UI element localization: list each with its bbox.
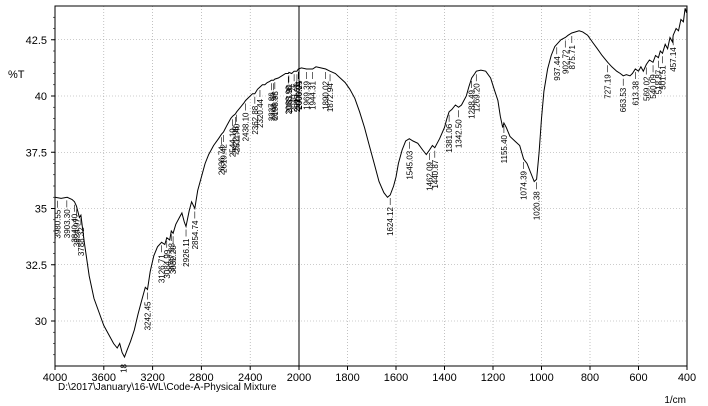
peak-label: 3032.20 xyxy=(169,245,178,274)
peak-label: 3980.55 xyxy=(53,209,62,238)
peak-label: 2544.19 xyxy=(229,128,238,157)
peak-label: 457.14 xyxy=(669,47,678,72)
x-axis-unit-label: 1/cm xyxy=(664,395,686,406)
peak-label: 902.72 xyxy=(561,49,570,74)
peak-label: 1545.03 xyxy=(405,150,414,179)
x-tick-label: 1000 xyxy=(529,372,553,384)
x-tick-label: 4000 xyxy=(43,372,67,384)
peak-label: 2636.74 xyxy=(217,146,226,175)
peak-label: 501.51 xyxy=(659,65,668,90)
peak-label: 2040.76 xyxy=(290,83,299,112)
peak-label: 2227.86 xyxy=(267,92,276,121)
peak-label: 1462.09 xyxy=(425,161,434,190)
peak-label: 2619.42 xyxy=(219,143,228,172)
peak-label: 3126.71 xyxy=(158,254,167,283)
y-tick-label: 32.5 xyxy=(26,260,47,272)
x-tick-label: 1800 xyxy=(335,372,359,384)
peak-label: 2854.74 xyxy=(191,220,200,249)
peak-label: 1288.49 xyxy=(468,89,477,118)
peak-label: 1944.31 xyxy=(309,80,318,109)
peak-label: 569.02 xyxy=(642,76,651,101)
peak-label: 2017.61 xyxy=(293,83,302,112)
y-tick-label: 35 xyxy=(35,204,47,216)
peak-label: 1020.38 xyxy=(533,191,542,220)
peak-label: 2000.25 xyxy=(295,80,304,109)
peak-label: 1269.20 xyxy=(472,83,481,112)
peak-label: 2198.93 xyxy=(271,91,280,120)
peak-label: 2006.04 xyxy=(294,80,303,109)
peak-label: 2511.40 xyxy=(233,123,242,152)
peak-label: 2438.10 xyxy=(242,112,251,141)
x-tick-label: 3200 xyxy=(140,372,164,384)
peak-label: 518.87 xyxy=(654,69,663,94)
file-path-caption: D:\2017\January\16-WL\Code-A-Physical Mi… xyxy=(58,382,277,393)
peak-label: 1342.50 xyxy=(455,119,464,148)
y-tick-label: 40 xyxy=(35,91,47,103)
peak-label: 727.19 xyxy=(604,74,613,99)
y-tick-label: 30 xyxy=(35,316,47,328)
peak-label: 540.09 xyxy=(649,74,658,99)
x-tick-label: 2400 xyxy=(238,372,262,384)
y-tick-label: 42.5 xyxy=(26,35,47,47)
peak-label: 2522.98 xyxy=(231,125,240,154)
peak-label: 2320.44 xyxy=(256,98,265,127)
y-axis-label: %T xyxy=(8,69,25,81)
peak-label: 2362.88 xyxy=(251,105,260,134)
peak-label: 1381.06 xyxy=(445,123,454,152)
series xyxy=(54,5,688,359)
peak-label: 613.38 xyxy=(631,80,640,105)
x-tick-label: 600 xyxy=(629,372,647,384)
peak-label: 875.71 xyxy=(568,44,577,69)
axes: 4000 3600 3200 2800 2400 2000 1800 1600 1400 1200… xyxy=(26,5,696,384)
peak-label: 663.53 xyxy=(619,87,628,112)
peak-label: 1969.39 xyxy=(303,80,312,109)
x-tick-label: 2800 xyxy=(189,372,213,384)
x-tick-label: 800 xyxy=(581,372,599,384)
x-tick-label: 1400 xyxy=(432,372,456,384)
peak-label: 1624.12 xyxy=(386,206,395,235)
peak-label: 1872.94 xyxy=(326,83,335,112)
peak-label: 2088.98 xyxy=(284,85,293,114)
peak-label-partial: 18 xyxy=(119,363,128,372)
peak-label: 2926.11 xyxy=(182,238,191,267)
grid xyxy=(55,6,687,366)
x-tick-label: 3600 xyxy=(92,372,116,384)
peak-label: 937.44 xyxy=(553,56,562,81)
peak-label: 1155.40 xyxy=(500,134,509,163)
peak-label: 2083.90 xyxy=(285,84,294,113)
x-tick-label: 1600 xyxy=(384,372,408,384)
peak-label: 2208.57 xyxy=(270,92,279,121)
peak-label: 1074.39 xyxy=(520,170,529,199)
peak-label: 3084.99 xyxy=(163,249,172,278)
peak-label: 3242.45 xyxy=(143,301,152,330)
peak-label: 1440.87 xyxy=(431,159,440,188)
peak-label: 3824.97 xyxy=(72,218,81,247)
x-tick-label: 400 xyxy=(678,372,696,384)
peak-label: 3840.40 xyxy=(71,213,80,242)
x-tick-label: 1200 xyxy=(481,372,505,384)
peak-label: 3047.63 xyxy=(167,242,176,271)
spectrum-line xyxy=(54,5,688,359)
y-tick-label: 37.5 xyxy=(26,147,47,159)
peak-label: 3788.32 xyxy=(77,227,86,256)
peak-label: 1890.02 xyxy=(322,80,331,109)
x-tick-label: 2000 xyxy=(287,372,311,384)
peak-label: 3903.30 xyxy=(63,209,72,238)
